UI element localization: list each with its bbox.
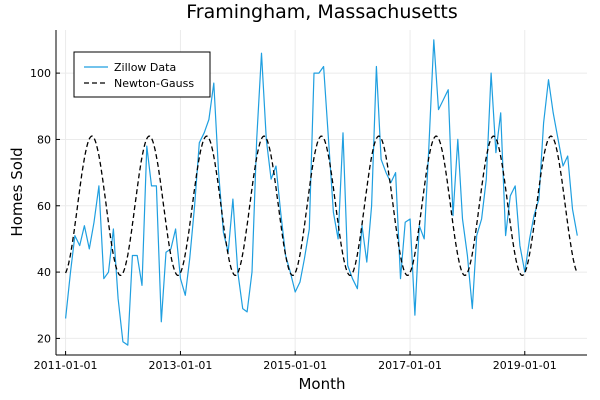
axes (55, 30, 587, 356)
x-axis-label: Month (298, 375, 345, 393)
legend: Zillow Data Newton-Gauss (73, 51, 211, 98)
x-tick-label: 2011-01-01 (34, 359, 98, 372)
y-tick-label: 60 (37, 200, 51, 213)
series-line-zillow-data (65, 39, 578, 346)
legend-label: Newton-Gauss (114, 77, 194, 90)
y-axis-ticks: 20 40 60 80 100 (30, 67, 60, 345)
x-tick-label: 2013-01-01 (148, 359, 212, 372)
legend-label: Zillow Data (114, 61, 176, 74)
series-group (64, 39, 578, 346)
y-tick-label: 100 (30, 67, 51, 80)
x-axis-ticks: 2011-01-01 2013-01-01 2015-01-01 2017-01-01… (34, 351, 557, 372)
x-tick-label: 2017-01-01 (378, 359, 442, 372)
y-tick-label: 40 (37, 266, 51, 279)
y-axis-label: Homes Sold (8, 147, 26, 236)
series-line-newton-gauss (64, 135, 577, 276)
chart-title: Framingham, Massachusetts (186, 1, 458, 23)
y-tick-label: 80 (37, 133, 51, 146)
x-tick-label: 2019-01-01 (493, 359, 557, 372)
x-tick-label: 2015-01-01 (263, 359, 327, 372)
legend-box (73, 51, 211, 98)
y-tick-label: 20 (37, 332, 51, 345)
